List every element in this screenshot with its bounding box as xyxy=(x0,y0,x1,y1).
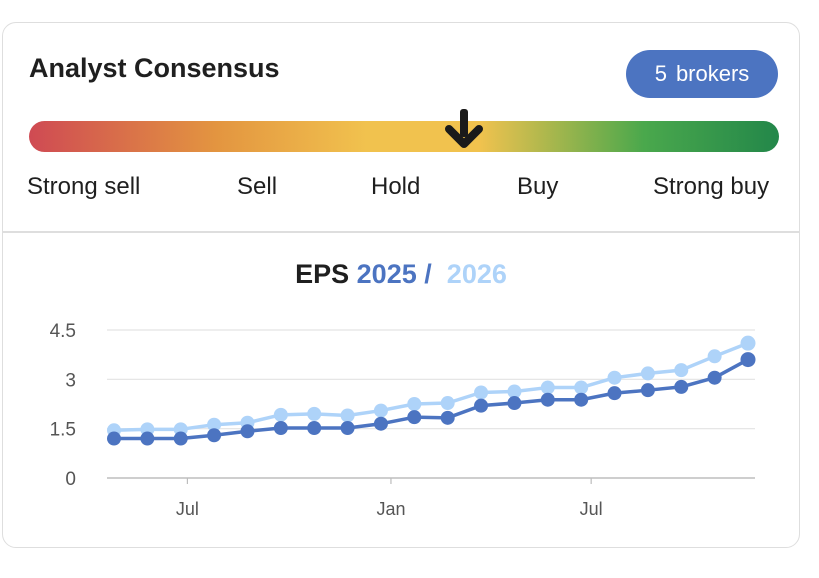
chart-title: EPS 2025 / 2026 xyxy=(3,259,799,290)
data-point-2025 xyxy=(373,416,388,431)
data-point-2025 xyxy=(640,383,655,398)
data-point-2026 xyxy=(373,403,388,418)
data-point-2026 xyxy=(740,335,756,351)
data-point-2025 xyxy=(107,431,121,446)
data-point-2026 xyxy=(707,349,722,364)
brokers-count: 5 xyxy=(654,61,667,86)
scale-label-sell: Sell xyxy=(237,173,278,200)
data-point-2026 xyxy=(474,385,489,400)
consensus-gauge-bar xyxy=(29,121,779,152)
analyst-consensus-card: Analyst Consensus 5 brokers Strong sell … xyxy=(2,22,800,548)
data-point-2026 xyxy=(640,366,655,381)
y-tick-label: 0 xyxy=(65,469,76,490)
data-point-2025 xyxy=(507,396,522,411)
data-point-2025 xyxy=(540,392,555,407)
data-point-2026 xyxy=(574,380,589,395)
data-point-2026 xyxy=(507,384,522,399)
scale-label-hold: Hold xyxy=(371,173,421,200)
data-point-2025 xyxy=(440,410,455,425)
chart-title-prefix: EPS xyxy=(295,259,350,289)
x-tick-label: Jan xyxy=(376,499,405,519)
x-tick-label: Jul xyxy=(580,499,603,519)
scale-label-buy: Buy xyxy=(517,173,559,200)
data-point-2026 xyxy=(674,363,689,378)
data-point-2025 xyxy=(707,370,722,385)
y-tick-label: 4.5 xyxy=(50,321,76,342)
data-point-2025 xyxy=(474,398,489,413)
brokers-badge[interactable]: 5 brokers xyxy=(626,50,778,98)
scale-label-strong-buy: Strong buy xyxy=(653,173,770,200)
data-point-2026 xyxy=(540,380,555,395)
chart-title-separator: / xyxy=(424,259,432,289)
chart-title-series-2: 2026 xyxy=(446,259,507,289)
data-point-2025 xyxy=(340,421,355,436)
section-divider xyxy=(3,231,799,233)
x-tick-label: Jul xyxy=(176,499,199,519)
data-point-2026 xyxy=(273,407,288,422)
scale-label-strong-sell: Strong sell xyxy=(27,173,141,200)
data-point-2025 xyxy=(407,410,422,425)
brokers-label: brokers xyxy=(675,61,750,86)
data-point-2025 xyxy=(607,386,622,401)
data-point-2026 xyxy=(607,370,622,385)
chart-title-series-1: 2025 xyxy=(356,259,417,289)
data-point-2025 xyxy=(273,421,288,436)
y-tick-label: 1.5 xyxy=(50,420,76,441)
data-point-2025 xyxy=(307,421,322,436)
data-point-2025 xyxy=(574,392,589,407)
data-point-2026 xyxy=(307,406,322,421)
data-point-2025 xyxy=(140,431,155,446)
data-point-2025 xyxy=(674,379,689,394)
data-point-2025 xyxy=(240,424,255,439)
data-point-2026 xyxy=(207,417,222,432)
data-point-2025 xyxy=(207,428,222,443)
data-point-2026 xyxy=(440,396,455,411)
data-point-2026 xyxy=(407,397,422,411)
data-point-2025 xyxy=(740,352,756,368)
down-arrow-icon xyxy=(445,109,483,148)
consensus-title: Analyst Consensus xyxy=(29,53,280,83)
y-tick-label: 3 xyxy=(65,370,76,391)
data-point-2026 xyxy=(340,408,355,423)
data-point-2025 xyxy=(173,431,188,446)
